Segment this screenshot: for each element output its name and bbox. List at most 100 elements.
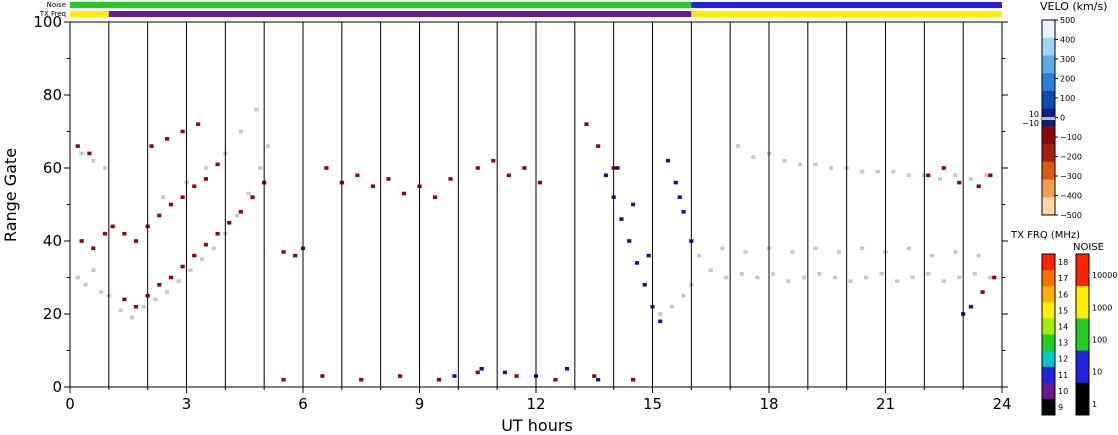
ground-scatter-point <box>786 279 791 283</box>
ground-scatter-point <box>895 279 900 283</box>
noise-scale-swatch <box>1076 318 1089 352</box>
ground-scatter-point <box>751 155 756 159</box>
positive-velocity-point <box>615 166 620 170</box>
x-tick-label: 15 <box>643 395 662 413</box>
noise-scale-swatch <box>1076 254 1089 287</box>
txfreq-scale-label: 11 <box>1058 371 1068 380</box>
txfreq-scale-label: 9 <box>1058 403 1063 412</box>
ground-scatter-point <box>879 272 884 276</box>
ground-scatter-point <box>988 275 993 280</box>
plot-area: 0 3 6 9 12 15 18 21 24 0 20 40 60 80 100 <box>33 13 1011 413</box>
ground-scatter-point <box>906 173 911 178</box>
negative-velocity-point <box>75 144 80 148</box>
positive-velocity-point <box>665 158 671 163</box>
ground-scatter-point <box>720 246 725 251</box>
negative-velocity-point <box>355 173 360 178</box>
negative-velocity-point <box>281 250 286 254</box>
txfreq-scale-swatch <box>1042 318 1055 335</box>
negative-velocity-point <box>596 144 601 148</box>
txfreq-strip-label: TX Freq <box>39 10 66 18</box>
x-tick-label: 18 <box>759 395 778 413</box>
ground-scatter-point <box>813 162 818 167</box>
positive-velocity-point <box>564 366 570 371</box>
ground-scatter-point <box>875 169 880 174</box>
noise-scale-label: 1000 <box>1092 303 1112 312</box>
negative-velocity-point <box>397 374 403 378</box>
ground-scatter-point <box>658 312 663 316</box>
negative-velocity-point <box>293 253 298 258</box>
x-tick-label: 0 <box>65 395 75 413</box>
noise-scale-frame <box>1075 253 1090 416</box>
negative-velocity-point <box>359 377 364 382</box>
velocity-scale-title: VELO (km/s) <box>1040 0 1107 13</box>
negative-velocity-point <box>281 377 286 382</box>
ground-scatter-point <box>739 272 744 276</box>
y-tick-label: 60 <box>43 159 62 177</box>
ground-scatter-point <box>161 195 166 199</box>
negative-velocity-point <box>238 210 243 214</box>
negative-velocity-point <box>227 220 232 225</box>
ground-scatter-point <box>836 250 841 254</box>
ground-scatter-point <box>829 166 834 170</box>
ground-scatter-point <box>211 246 216 251</box>
ground-scatter-point <box>926 272 931 276</box>
negative-velocity-point <box>215 162 220 167</box>
ground-scatter-point <box>234 213 240 218</box>
velocity-scale-swatch <box>1042 126 1055 145</box>
velocity-scale-label: −500 <box>1060 211 1082 220</box>
positive-velocity-point <box>603 173 608 178</box>
y-tick-label: 80 <box>43 86 62 104</box>
txfreq-scale-swatch <box>1042 302 1055 319</box>
ground-scatter-point <box>75 275 80 280</box>
txfreq-scale-label: 10 <box>1058 387 1068 396</box>
negative-velocity-point <box>980 290 985 294</box>
negative-velocity-point <box>988 173 993 178</box>
noise-scale-swatch <box>1076 350 1089 384</box>
ground-scatter-point <box>801 275 807 280</box>
negative-velocity-point <box>215 231 220 236</box>
txfreq-scale-swatch <box>1042 350 1055 368</box>
negative-velocity-point <box>475 370 480 375</box>
ground-scatter-point <box>91 268 96 272</box>
ground-scatter-point <box>265 144 271 148</box>
ground-scatter-point <box>669 304 675 309</box>
velocity-scale-swatch <box>1042 179 1055 198</box>
status-strips <box>70 2 1002 17</box>
velocity-scale-swatch <box>1042 197 1055 216</box>
ground-scatter-point <box>258 166 263 170</box>
negative-velocity-point <box>164 137 170 141</box>
velocity-scale-label: 400 <box>1060 36 1075 45</box>
ground-scatter-point <box>797 162 803 167</box>
positive-velocity-point <box>673 180 678 185</box>
velocity-scale-swatch <box>1042 90 1055 110</box>
x-axis-label: UT hours <box>501 416 573 435</box>
negative-velocity-point <box>976 184 981 189</box>
negative-velocity-point <box>180 264 185 269</box>
ground-scatter-point <box>953 173 958 178</box>
negative-velocity-point <box>192 253 197 258</box>
negative-velocity-point <box>157 213 162 218</box>
negative-velocity-point <box>133 239 139 243</box>
negative-velocity-point <box>957 180 962 185</box>
noise-strip-segment <box>70 2 692 8</box>
txfreq-scale-label: 17 <box>1058 274 1068 283</box>
negative-velocity-point <box>180 195 185 199</box>
noise-scale-swatch <box>1076 382 1089 416</box>
ground-scatter-point <box>83 283 88 287</box>
ground-scatter-point <box>697 253 702 258</box>
negative-velocity-point <box>432 195 438 199</box>
ground-scatter-point <box>188 268 193 272</box>
txfreq-scale-swatch <box>1042 398 1055 416</box>
negative-velocity-point <box>475 166 480 170</box>
ground-scatter-point <box>246 191 251 196</box>
ground-scatter-point <box>790 250 795 254</box>
y-tick-label: 40 <box>43 232 62 250</box>
negative-velocity-point <box>133 304 139 309</box>
ground-scatter-point <box>953 250 958 254</box>
negative-velocity-point <box>91 246 96 251</box>
negative-velocity-point <box>168 275 174 280</box>
ground-scatter-point <box>976 253 981 258</box>
txfreq-scale-label: 12 <box>1058 355 1068 364</box>
negative-velocity-point <box>122 231 127 236</box>
